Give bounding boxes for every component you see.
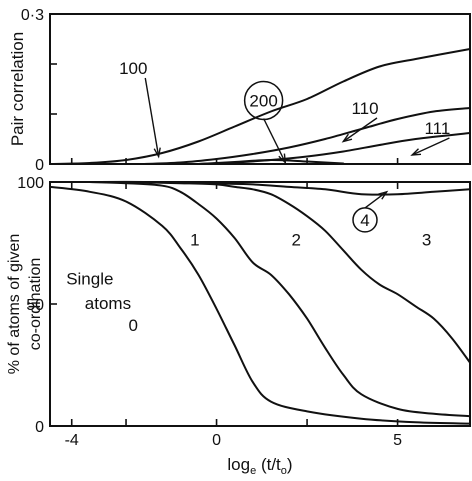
- top-ticks: 0 0·3: [21, 7, 399, 174]
- bottom-ytick-label-1: 50: [26, 297, 44, 314]
- top-annotation-0: 100: [119, 59, 147, 78]
- top-annotation-1: 200: [249, 92, 277, 111]
- top-annotation-arrow-1: [262, 118, 286, 163]
- top-annotation-3: 111: [424, 119, 450, 138]
- bottom-annotations: 1 2 3 4 Single atoms 0: [66, 190, 431, 335]
- top-panel: 0 0·3 100 200 110 111 Pair correlation: [8, 7, 471, 174]
- top-annotation-arrowhead-1: [278, 153, 287, 165]
- top-ytick-label-0: 0: [35, 157, 44, 174]
- bottom-annotation-arrow-3: [364, 191, 388, 209]
- bottom-curve-0: [49, 185, 471, 425]
- bottom-curve-3: [88, 180, 471, 196]
- xlabel-log-sub: e: [250, 465, 256, 477]
- bottom-annotation-0: 1: [190, 230, 199, 249]
- xlabel-arg-sub: o: [281, 465, 287, 477]
- bottom-xtick-label-0: -4: [65, 432, 79, 449]
- bottom-ytick-label-2: 100: [17, 175, 44, 192]
- top-annotations: 100 200 110 111: [119, 59, 450, 165]
- bottom-curve-2: [125, 181, 471, 364]
- bottom-ytick-label-0: 0: [35, 419, 44, 436]
- top-annotation-arrowhead-0: [153, 147, 161, 159]
- bottom-xtick-label-4: 5: [393, 432, 402, 449]
- xlabel-arg-pre: (t/t: [256, 455, 281, 474]
- bottom-ylabel-line1: % of atoms of given: [6, 234, 23, 375]
- bottom-xlabel: loge (t/to): [227, 455, 292, 477]
- top-curve-200: [197, 158, 345, 165]
- bottom-annotation-3: 4: [360, 211, 369, 230]
- bottom-ticks: 0 50 100 -4 0 5: [17, 175, 402, 449]
- top-curve-100: [49, 48, 471, 165]
- bottom-annotation-6: 0: [129, 316, 138, 335]
- top-annotation-arrow-2: [342, 117, 378, 143]
- top-ytick-label-3: 0·3: [21, 7, 44, 24]
- bottom-annotation-4: Single: [66, 269, 113, 288]
- top-annotation-arrowhead-2: [341, 133, 353, 143]
- bottom-xtick-label-2: 0: [212, 432, 221, 449]
- top-annotation-arrow-0: [144, 77, 160, 157]
- bottom-annotation-arrowhead-3: [377, 190, 389, 200]
- bottom-curve-1: [88, 181, 471, 418]
- xlabel-log: log: [227, 455, 250, 474]
- top-annotation-2: 110: [351, 99, 378, 118]
- top-curve-110: [143, 107, 471, 165]
- bottom-panel: 0 50 100 -4 0 5 1 2 3 4 Single atoms 0 % of atoms o…: [6, 175, 471, 477]
- bottom-ylabel-line2: co-ordination: [27, 258, 44, 351]
- bottom-curves: [49, 180, 471, 425]
- bottom-annotation-1: 2: [291, 230, 300, 249]
- bottom-annotation-5: atoms: [85, 294, 131, 313]
- xlabel-arg-post: ): [287, 455, 293, 474]
- top-annotation-arrow-3: [411, 137, 450, 156]
- top-panel-frame: [49, 13, 471, 165]
- bottom-annotation-2: 3: [422, 230, 431, 249]
- top-curves: [49, 48, 471, 165]
- top-ylabel: Pair correlation: [8, 32, 27, 146]
- top-annotation-arrowhead-3: [410, 148, 422, 156]
